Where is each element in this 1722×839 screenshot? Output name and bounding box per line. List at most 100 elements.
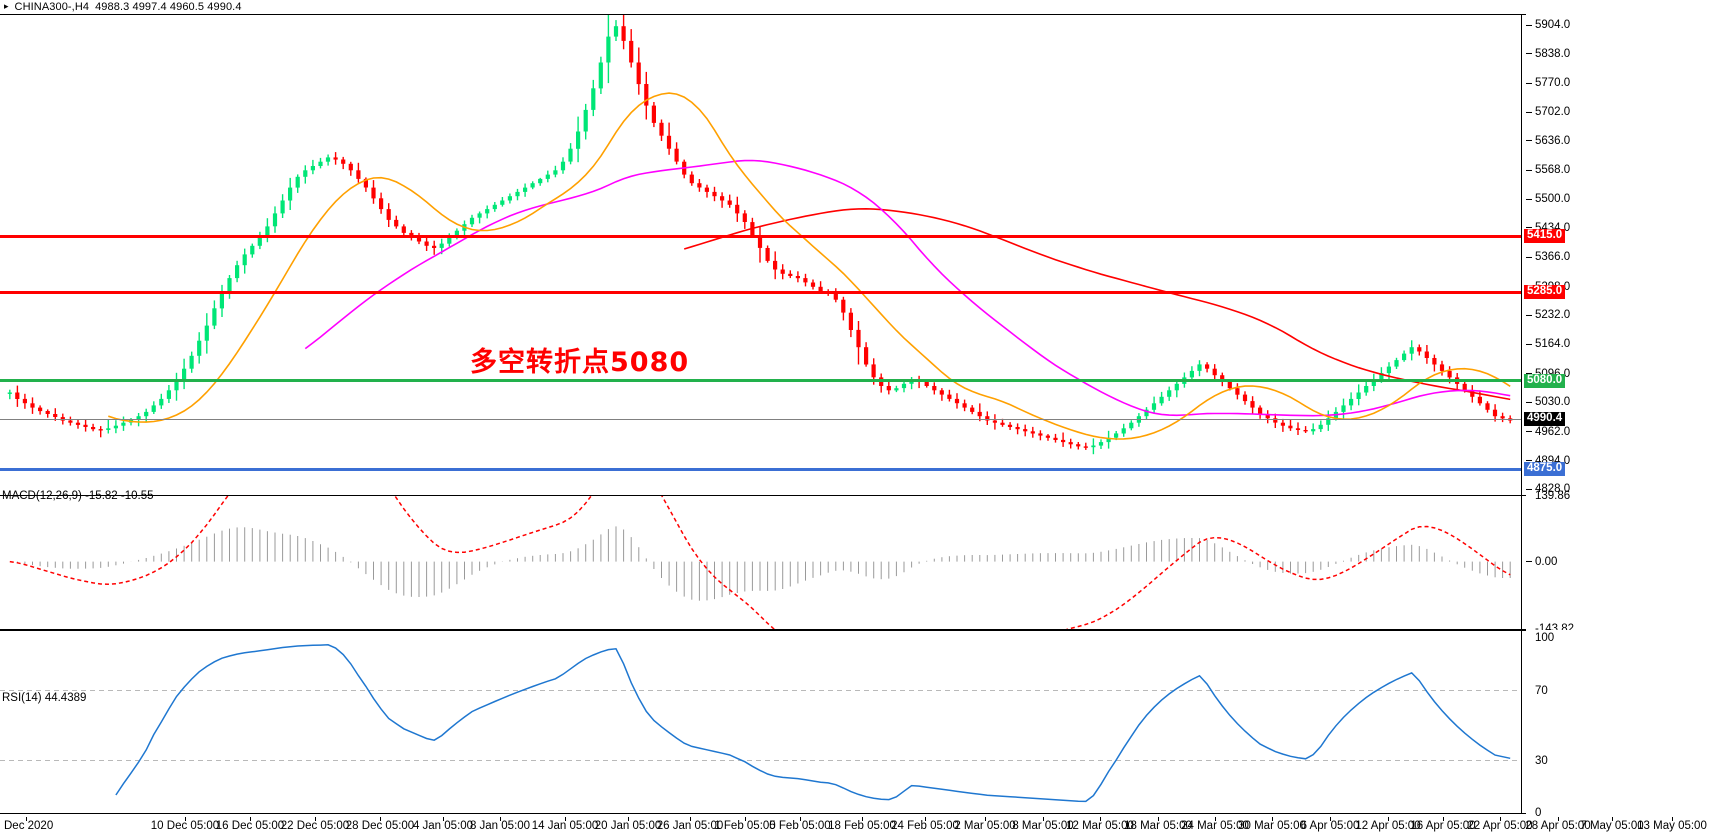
macd-label: MACD(12,26,9) -15.82 -10.55 [2, 490, 154, 502]
time-tick [443, 817, 444, 821]
price-axis-divider [1521, 14, 1522, 495]
time-axis-label: 30 Mar 05:00 [1238, 820, 1306, 832]
price-tick: 5904.0 [1526, 19, 1570, 31]
last-price-line-4990[interactable] [0, 418, 1521, 420]
time-tick [690, 817, 691, 821]
chart-header: ▸ CHINA300-,H4 4988.3 4997.4 4960.5 4990… [0, 0, 1722, 14]
time-tick [1443, 817, 1444, 821]
time-tick [380, 817, 381, 821]
time-axis-label: 8 Mar 05:00 [1012, 820, 1074, 832]
time-tick [1272, 817, 1273, 821]
price-tick: 5164.0 [1526, 338, 1570, 350]
rsi-tick: 30 [1535, 754, 1548, 767]
time-tick [628, 817, 629, 821]
time-tick [745, 817, 746, 821]
time-axis-label: Dec 2020 [4, 820, 54, 832]
triangle-right-icon[interactable]: ▸ [4, 0, 9, 11]
rsi-axis-divider [1521, 630, 1522, 814]
resistance-line-5285[interactable] [0, 290, 1521, 294]
time-tick [185, 817, 186, 821]
time-tick [1500, 817, 1501, 821]
resistance-1-badge[interactable]: 5415.0 [1524, 229, 1566, 244]
time-tick [1330, 817, 1331, 821]
time-tick [1043, 817, 1044, 821]
price-panel [0, 14, 1722, 495]
time-tick [1672, 817, 1673, 821]
time-axis-label: 28 Dec 05:00 [345, 820, 415, 832]
ohlc-values: 4988.3 4997.4 4960.5 4990.4 [95, 1, 242, 13]
support-line-4875[interactable] [0, 467, 1521, 471]
time-tick [800, 817, 801, 821]
time-axis[interactable]: Dec 2020 10 Dec 05:00 16 Dec 05:00 22 Dec 0… [0, 817, 1722, 839]
time-axis-label: 20 Jan 05:00 [594, 820, 662, 832]
time-axis-label: 7 May 05:00 [1580, 820, 1644, 832]
macd-tick: 0.00 [1526, 556, 1557, 568]
time-axis-label: 22 Apr 05:00 [1467, 820, 1533, 832]
time-axis-label: 18 Feb 05:00 [828, 820, 896, 832]
time-tick [1100, 817, 1101, 821]
symbol-label: CHINA300-,H4 [14, 1, 90, 13]
time-tick [565, 817, 566, 821]
price-tick: 4962.0 [1526, 426, 1570, 438]
price-tick: 5636.0 [1526, 135, 1570, 147]
time-tick [1158, 817, 1159, 821]
rsi-plot-area[interactable] [0, 631, 1522, 813]
rsi-tick: 100 [1535, 631, 1555, 644]
time-tick [985, 817, 986, 821]
time-axis-label: 12 Apr 05:00 [1355, 820, 1421, 832]
time-tick [250, 817, 251, 821]
time-axis-label: 26 Jan 05:00 [656, 820, 724, 832]
macd-plot-area[interactable] [0, 496, 1522, 629]
time-axis-label: 16 Apr 05:00 [1410, 820, 1476, 832]
price-tick: 5232.0 [1526, 309, 1570, 321]
time-tick [1558, 817, 1559, 821]
time-axis-label: 5 Feb 05:00 [769, 820, 831, 832]
macd-axis-divider [1521, 495, 1522, 630]
price-tick: 5838.0 [1526, 48, 1570, 60]
time-axis-label: 16 Dec 05:00 [215, 820, 285, 832]
rsi-tick: 0 [1535, 806, 1542, 819]
chart-annotation-text: 多空转折点5080 [470, 347, 690, 378]
time-axis-label: 14 Jan 05:00 [531, 820, 599, 832]
price-tick: 4828.0 [1526, 483, 1570, 495]
macd-tick: 139.86 [1535, 489, 1571, 502]
time-axis-label: 24 Mar 05:00 [1181, 820, 1249, 832]
support-badge[interactable]: 4875.0 [1524, 462, 1566, 477]
price-plot-area[interactable] [0, 15, 1522, 494]
rsi-tick: 70 [1535, 684, 1548, 697]
price-tick: 5702.0 [1526, 106, 1570, 118]
time-tick [1215, 817, 1216, 821]
price-tick: 5030.0 [1526, 396, 1570, 408]
time-tick [1388, 817, 1389, 821]
last-price-badge[interactable]: 4990.4 [1524, 412, 1566, 427]
time-axis-label: 10 Dec 05:00 [150, 820, 220, 832]
time-axis-label: 6 Apr 05:00 [1300, 820, 1360, 832]
time-axis-label: 1 Feb 05:00 [714, 820, 776, 832]
price-tick: 5500.0 [1526, 193, 1570, 205]
pivot-badge[interactable]: 5080.0 [1524, 373, 1566, 388]
price-tick: 5366.0 [1526, 251, 1570, 263]
time-tick [925, 817, 926, 821]
time-axis-label: 24 Feb 05:00 [891, 820, 959, 832]
time-axis-label: 22 Dec 05:00 [280, 820, 350, 832]
time-tick [862, 817, 863, 821]
rsi-label: RSI(14) 44.4389 [2, 692, 87, 704]
time-axis-label: 13 May 05:00 [1637, 820, 1707, 832]
rsi-panel [0, 630, 1722, 814]
time-axis-label: 8 Jan 05:00 [469, 820, 531, 832]
resistance-line-5415[interactable] [0, 234, 1521, 238]
time-tick [1612, 817, 1613, 821]
rsi-axis: 100 70 30 0 [1526, 630, 1722, 819]
time-axis-label: 12 Mar 05:00 [1066, 820, 1134, 832]
time-axis-label: 28 Apr 05:00 [1525, 820, 1591, 832]
price-tick: 5770.0 [1526, 77, 1570, 89]
macd-axis: 139.86 0.00 -143.82 [1526, 490, 1722, 635]
macd-panel [0, 495, 1722, 630]
pivot-line-5080[interactable] [0, 379, 1521, 383]
resistance-2-badge[interactable]: 5285.0 [1524, 285, 1566, 300]
price-tick: 5568.0 [1526, 164, 1570, 176]
time-tick [315, 817, 316, 821]
time-axis-label: 18 Mar 05:00 [1124, 820, 1192, 832]
time-tick [500, 817, 501, 821]
